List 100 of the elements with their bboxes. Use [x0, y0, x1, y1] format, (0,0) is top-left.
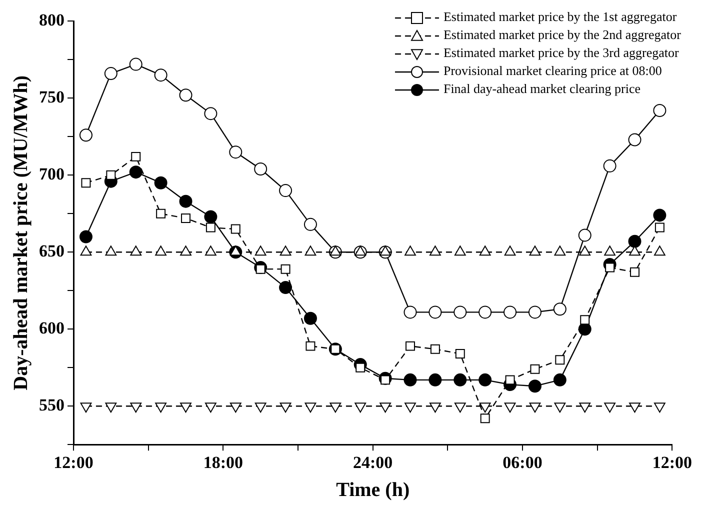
- point: [630, 267, 640, 277]
- point: [204, 210, 218, 224]
- point: [154, 68, 168, 82]
- point: [528, 380, 542, 393]
- point: [530, 364, 540, 374]
- point: [455, 349, 465, 359]
- point: [105, 402, 117, 413]
- point: [280, 402, 292, 413]
- point: [653, 208, 666, 222]
- point: [279, 281, 292, 294]
- point: [80, 246, 92, 256]
- point: [555, 355, 565, 365]
- point: [430, 246, 441, 256]
- point: [180, 246, 192, 256]
- point: [578, 228, 592, 242]
- x-tick-label: 18:00: [203, 453, 244, 472]
- y-axis-title: Day-ahead market price (MU/MWh): [10, 75, 32, 390]
- point: [205, 246, 216, 256]
- point: [654, 222, 664, 232]
- point: [404, 306, 417, 319]
- point: [129, 58, 142, 71]
- x-tick-label: 06:00: [502, 453, 542, 472]
- point: [479, 402, 491, 413]
- x-tick-label: 24:00: [353, 453, 393, 472]
- point: [404, 373, 417, 386]
- point: [428, 306, 442, 319]
- point: [504, 402, 516, 413]
- point: [579, 402, 591, 413]
- legend-label: Estimated market price by the 2nd aggregator: [443, 27, 681, 42]
- legend-label: Estimated market price by the 1st aggregator: [443, 9, 677, 24]
- point: [604, 402, 616, 413]
- point: [206, 222, 216, 232]
- point: [628, 133, 642, 146]
- point: [81, 178, 91, 188]
- point: [304, 402, 316, 413]
- point: [330, 246, 342, 256]
- point: [130, 246, 142, 256]
- point: [354, 246, 366, 256]
- point: [230, 224, 240, 234]
- point: [354, 402, 366, 413]
- point: [480, 414, 490, 424]
- point: [179, 194, 192, 208]
- point: [105, 246, 117, 256]
- point: [230, 402, 242, 413]
- point: [280, 264, 290, 274]
- legend-label: Provisional market clearing price at 08:00: [443, 63, 662, 78]
- point: [478, 373, 492, 386]
- point: [629, 402, 640, 413]
- point: [430, 344, 440, 354]
- point: [603, 159, 616, 172]
- point: [654, 402, 666, 413]
- point: [406, 341, 415, 351]
- legend-label: Final day-ahead market clearing price: [443, 81, 641, 96]
- point: [428, 373, 442, 386]
- point: [104, 67, 118, 80]
- point: [629, 246, 640, 256]
- point: [130, 402, 142, 413]
- y-tick-label: 600: [39, 318, 64, 338]
- point: [280, 246, 292, 256]
- point: [554, 402, 566, 413]
- point: [155, 246, 166, 256]
- point: [504, 306, 517, 319]
- x-tick-label: 12:00: [54, 453, 94, 472]
- point: [554, 246, 566, 256]
- x-tick-label: 12:00: [652, 453, 692, 472]
- point: [505, 375, 515, 385]
- point: [553, 373, 566, 386]
- point: [155, 402, 166, 413]
- point: [154, 176, 168, 190]
- y-tick-label: 700: [39, 164, 64, 184]
- point: [553, 302, 566, 316]
- point: [528, 306, 542, 319]
- point: [106, 170, 116, 180]
- point: [80, 402, 92, 413]
- point: [229, 146, 242, 159]
- point: [279, 184, 292, 198]
- y-tick-label: 650: [39, 242, 64, 261]
- point: [454, 246, 466, 256]
- point: [304, 246, 316, 256]
- point: [254, 246, 266, 256]
- point: [131, 152, 141, 162]
- point: [654, 246, 666, 256]
- point: [380, 246, 392, 256]
- point: [628, 234, 642, 248]
- point: [529, 246, 541, 256]
- point: [454, 402, 466, 413]
- y-tick-label: 750: [39, 88, 64, 107]
- point: [604, 246, 616, 256]
- point: [306, 341, 316, 351]
- y-tick-label: 800: [39, 10, 64, 30]
- point: [478, 306, 492, 319]
- point: [504, 246, 516, 256]
- point: [454, 306, 467, 319]
- point: [404, 246, 416, 256]
- point: [79, 128, 92, 142]
- point: [304, 218, 317, 231]
- point: [330, 402, 342, 413]
- point: [254, 162, 268, 176]
- point: [653, 104, 666, 117]
- point: [404, 402, 416, 413]
